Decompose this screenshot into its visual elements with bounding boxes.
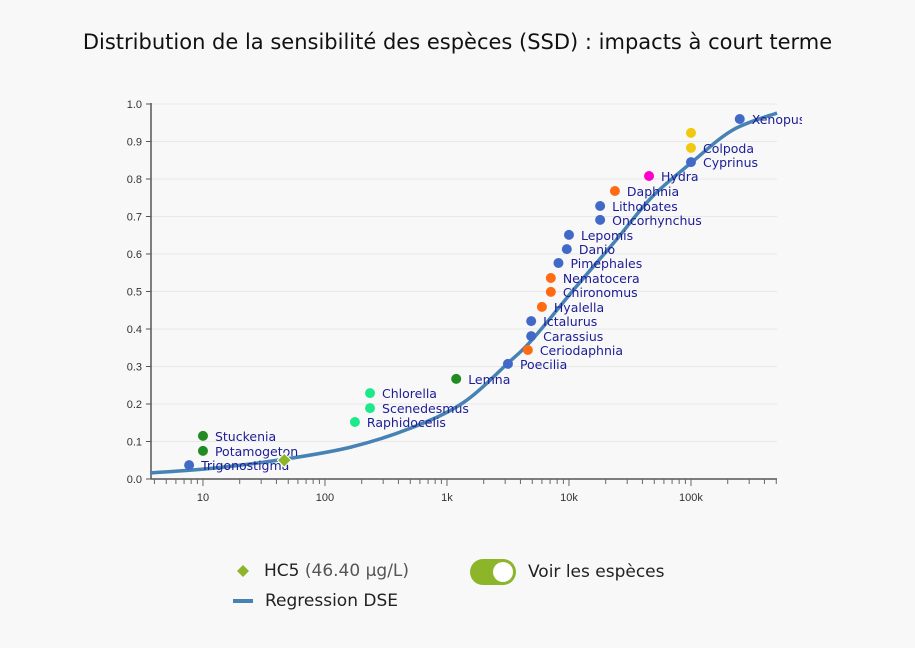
- species-point: [526, 316, 537, 327]
- y-tick-label: 0.0: [127, 474, 142, 486]
- species-label: Cyprinus: [703, 155, 758, 170]
- species-point: [349, 417, 360, 427]
- species-label: Chlorella: [382, 386, 437, 401]
- species-label: Colpoda: [703, 141, 754, 156]
- species-point: [685, 142, 696, 153]
- species-label: Stuckenia: [215, 429, 276, 444]
- species-point: [197, 430, 208, 441]
- species-label: Danio: [579, 242, 615, 257]
- species-point: [545, 273, 556, 283]
- species-point: [685, 157, 696, 168]
- species-label: Nematocera: [563, 271, 640, 286]
- species-label: Raphidocelis: [367, 415, 446, 430]
- x-tick-label: 10: [197, 492, 209, 504]
- species-label: Scenedesmus: [382, 401, 469, 416]
- y-tick-label: 0.4: [127, 324, 142, 336]
- regression-line-icon: [233, 599, 253, 603]
- species-label: Ictalurus: [543, 314, 597, 329]
- species-point: [734, 114, 745, 124]
- x-tick-label: 100: [316, 492, 334, 504]
- species-point: [563, 229, 574, 240]
- species-point: [522, 345, 533, 355]
- legend-hc5-value: (46.40 µg/L): [304, 561, 410, 581]
- species-point: [451, 373, 462, 384]
- species-toggle-container: Voir les espèces: [470, 559, 665, 585]
- species-point: [644, 171, 655, 181]
- species-label: Lithobates: [612, 199, 678, 214]
- species-label: Poecilia: [520, 357, 567, 372]
- species-label: Trigonostigma: [200, 458, 289, 473]
- species-label: Potamogeton: [215, 444, 298, 459]
- species-point: [685, 127, 696, 138]
- legend-regression: Regression DSE: [233, 591, 398, 611]
- species-label: Oncorhynchus: [612, 213, 702, 228]
- chart-title: Distribution de la sensibilité des espèc…: [82, 30, 833, 54]
- species-point: [595, 214, 606, 225]
- legend-hc5: HC5 (46.40 µg/L): [236, 561, 409, 581]
- hc5-marker: [276, 452, 292, 468]
- y-tick-label: 0.9: [127, 137, 142, 149]
- y-tick-label: 1.0: [127, 99, 142, 111]
- toggle-label: Voir les espèces: [528, 562, 665, 582]
- species-label: Carassius: [543, 329, 603, 344]
- legend-regression-label: Regression DSE: [265, 591, 399, 611]
- species-label: Hydra: [661, 169, 699, 184]
- y-tick-label: 0.1: [127, 437, 142, 449]
- species-label: Chironomus: [563, 285, 638, 300]
- species-label: Hyalella: [554, 300, 604, 315]
- show-species-toggle[interactable]: [470, 559, 516, 585]
- y-tick-label: 0.6: [127, 249, 142, 261]
- species-point: [526, 331, 537, 342]
- hc5-diamond-icon: [237, 565, 249, 577]
- toggle-knob: [493, 562, 513, 582]
- species-point: [536, 301, 547, 312]
- y-tick-label: 0.3: [127, 362, 142, 374]
- species-point: [595, 201, 606, 211]
- species-point: [365, 388, 376, 399]
- species-label: Daphnia: [627, 184, 679, 199]
- species-point: [545, 286, 556, 297]
- species-point: [609, 186, 620, 196]
- x-tick-label: 100k: [679, 492, 703, 504]
- y-tick-label: 0.5: [127, 287, 142, 299]
- x-tick-label: 10k: [560, 492, 578, 504]
- y-tick-label: 0.7: [127, 212, 142, 224]
- x-tick-label: 1k: [441, 492, 453, 504]
- species-point: [197, 445, 208, 456]
- regression-curve: [149, 111, 778, 475]
- species-point: [561, 244, 572, 255]
- legend-hc5-label: HC5: [264, 561, 300, 581]
- species-label: Pimephales: [570, 256, 642, 271]
- species-point: [502, 358, 513, 369]
- species-point: [553, 258, 564, 268]
- species-label: Lepomis: [581, 228, 633, 243]
- y-tick-label: 0.8: [127, 174, 142, 186]
- species-label: Xenopus: [752, 112, 806, 127]
- species-point: [365, 403, 376, 414]
- y-tick-label: 0.2: [127, 399, 142, 411]
- species-label: Lemna: [468, 372, 510, 387]
- species-label: Ceriodaphnia: [540, 343, 623, 358]
- species-point: [184, 460, 195, 471]
